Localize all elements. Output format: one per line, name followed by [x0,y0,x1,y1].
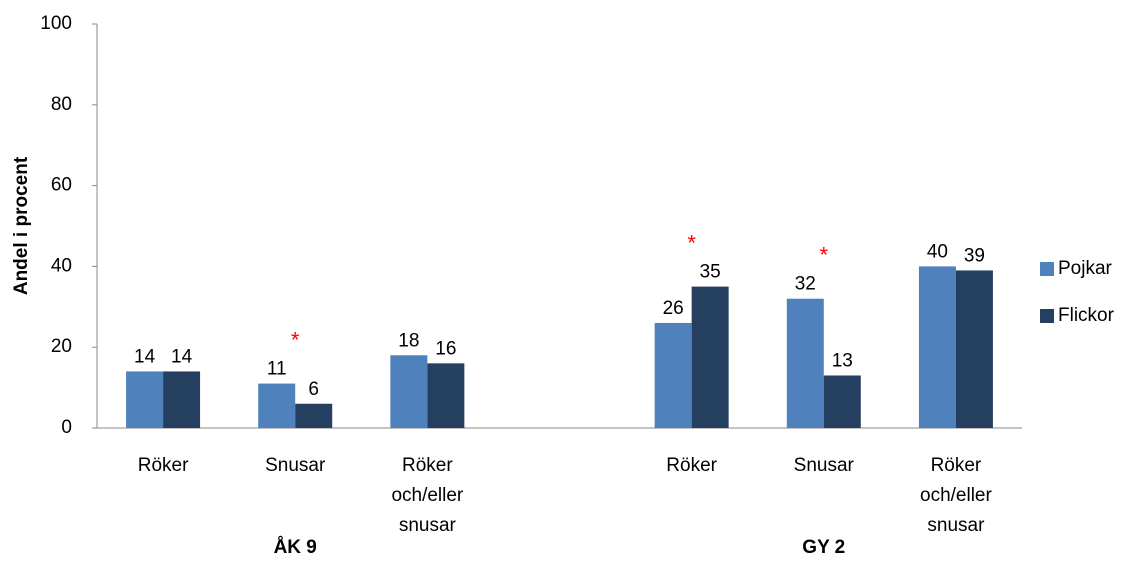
bar [258,383,296,428]
value-label: 26 [663,298,684,319]
value-label: 18 [398,330,419,351]
significance-marker: * [291,327,300,352]
value-label: 14 [171,346,193,367]
y-axis-label: Andel i procent [11,156,32,295]
x-tick-label: Röker och/eller snusar [391,455,463,536]
bar [918,266,956,428]
x-tick-label: Röker [666,455,717,476]
value-label: 32 [795,274,816,295]
bar [955,270,993,428]
bar [126,371,164,428]
bar [390,355,428,428]
x-tick-label: Röker [138,455,189,476]
group-label: ÅK 9 [274,537,317,558]
value-label: 6 [308,379,319,400]
y-tick-label: 100 [40,13,72,34]
x-tick-label: Snusar [265,455,326,476]
legend-label: Flickor [1058,305,1115,326]
legend-swatch [1040,262,1054,276]
value-label: 14 [134,346,156,367]
value-label: 11 [267,359,287,380]
bar [654,322,692,428]
significance-marker: * [820,243,829,268]
x-tick-label: Snusar [794,455,855,476]
x-tick-label: Röker och/eller snusar [920,455,992,536]
group-label: GY 2 [802,537,845,558]
value-label: 13 [832,350,853,371]
y-tick-label: 40 [51,255,72,276]
value-label: 16 [435,338,456,359]
legend-label: Pojkar [1058,258,1113,279]
y-tick-label: 80 [51,94,72,115]
value-label: 40 [927,241,948,262]
bar [163,371,201,428]
y-tick-label: 0 [61,417,72,438]
bar [823,375,861,428]
y-tick-label: 20 [51,336,72,357]
bar [691,286,729,428]
bar [295,403,333,428]
value-label: 39 [964,245,985,266]
bar [786,298,824,428]
value-label: 35 [700,262,721,283]
y-tick-label: 60 [51,175,72,196]
significance-marker: * [687,230,696,255]
bar [427,363,465,428]
legend-swatch [1040,309,1054,323]
